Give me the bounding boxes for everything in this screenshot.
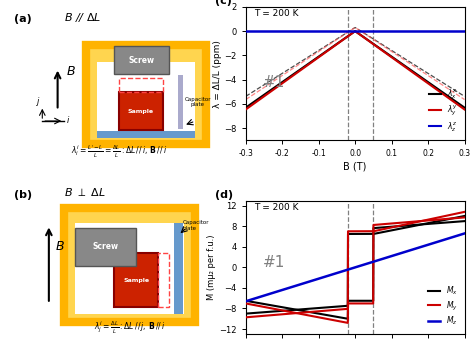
Y-axis label: M (mμ₂ per f.u.): M (mμ₂ per f.u.) (208, 235, 217, 300)
FancyBboxPatch shape (178, 75, 183, 129)
Text: $j$: $j$ (36, 95, 41, 108)
Text: Capacitor
plate: Capacitor plate (182, 220, 209, 231)
Legend: $\lambda^x_x$, $\lambda^y_y$, $\lambda^z_z$: $\lambda^x_x$, $\lambda^y_y$, $\lambda^z… (426, 85, 461, 137)
Text: Sample: Sample (128, 109, 154, 114)
FancyBboxPatch shape (119, 92, 163, 130)
Text: T = 200 K: T = 200 K (255, 9, 299, 18)
Text: $B$: $B$ (55, 240, 65, 253)
FancyBboxPatch shape (97, 62, 195, 138)
Text: $\lambda^i_i = \frac{L^{\prime}-L}{L} = \frac{\Delta L}{L}$$: \Delta L\, //\, \m: $\lambda^i_i = \frac{L^{\prime}-L}{L} = … (71, 143, 167, 160)
FancyBboxPatch shape (64, 208, 195, 322)
FancyBboxPatch shape (115, 46, 169, 74)
Text: $B$ // $\Delta L$: $B$ // $\Delta L$ (64, 11, 101, 25)
Text: $\lambda^i_j = \frac{\Delta L}{L}$$: \Delta L\, //\, \mathbf{\mathit{j}},\, \mat: $\lambda^i_j = \frac{\Delta L}{L}$$: \De… (94, 320, 165, 336)
Text: $i$: $i$ (66, 114, 71, 124)
Text: $B$ $\perp$ $\Delta L$: $B$ $\perp$ $\Delta L$ (64, 187, 106, 198)
Y-axis label: λ = ΔL/L (ppm): λ = ΔL/L (ppm) (212, 40, 221, 107)
Text: #1: #1 (263, 75, 286, 90)
X-axis label: B (T): B (T) (344, 161, 367, 171)
Text: Screw: Screw (129, 56, 155, 65)
Legend: $M_x$, $M_y$, $M_z$: $M_x$, $M_y$, $M_z$ (425, 282, 461, 330)
Text: #1: #1 (263, 255, 286, 270)
FancyBboxPatch shape (75, 227, 137, 266)
FancyBboxPatch shape (75, 223, 184, 314)
Text: Capacitor
plate: Capacitor plate (184, 97, 211, 107)
FancyBboxPatch shape (86, 45, 206, 144)
FancyBboxPatch shape (97, 131, 195, 138)
Text: Sample: Sample (123, 278, 149, 283)
Text: (d): (d) (215, 190, 233, 200)
Text: (b): (b) (14, 190, 32, 199)
Text: (a): (a) (14, 14, 32, 25)
Text: T = 200 K: T = 200 K (255, 203, 299, 212)
Text: Screw: Screw (93, 242, 119, 251)
Text: $B$: $B$ (66, 65, 76, 78)
Text: (c): (c) (215, 0, 232, 6)
FancyBboxPatch shape (115, 253, 158, 307)
FancyBboxPatch shape (173, 223, 183, 314)
